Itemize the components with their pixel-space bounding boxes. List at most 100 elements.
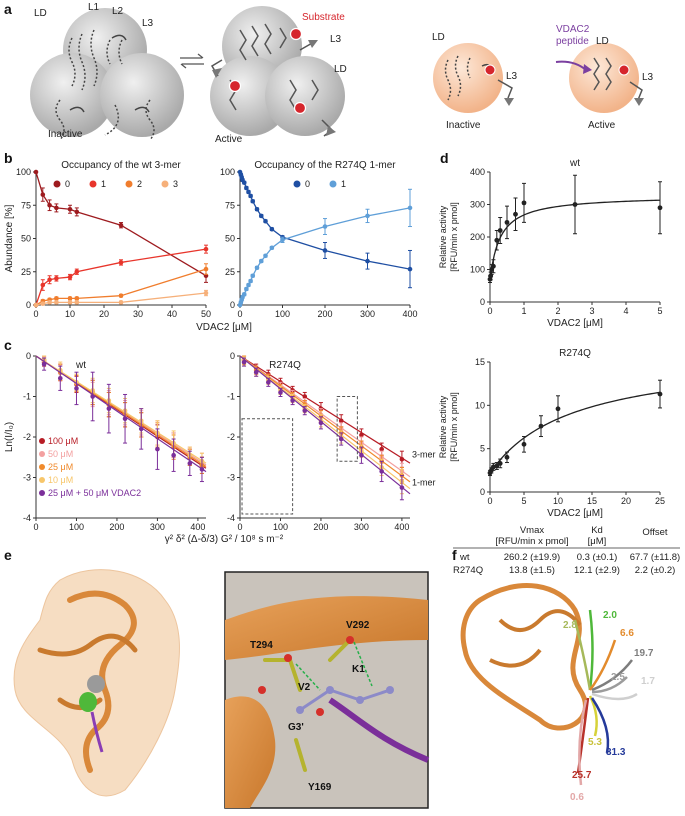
label-ld: LD (596, 36, 609, 47)
ribbon (489, 609, 582, 668)
data-point (359, 432, 364, 438)
label-f: 2.0 (603, 610, 617, 621)
chart-d-r274q-activity: 0 5 10 15 20 25 0 5 10 15 R274Q Relative activity [R… (438, 348, 665, 519)
substrate-dot (293, 101, 307, 115)
x-tick-label: 10 (65, 309, 75, 319)
legend-label: 2 (137, 179, 142, 189)
label-vdac2-peptide-line2: peptide (556, 36, 589, 47)
x-tick-label: 100 (273, 522, 288, 532)
x-tick-label: 4 (623, 306, 628, 316)
monomer-inactive: LD L3 Inactive (432, 32, 518, 131)
inactive-trimer: LD L1 L2 L3 Inactive (30, 2, 184, 141)
data-point (155, 446, 160, 452)
data-point (244, 286, 249, 292)
data-point (187, 461, 193, 466)
peptide-ribbon (90, 711, 104, 753)
data-point (203, 290, 209, 296)
data-point (33, 169, 39, 175)
y-tick-label: -2 (23, 432, 31, 442)
label-f: 31.3 (606, 747, 626, 758)
kinetics-table: Vmax [RFU/min x pmol] Kd [μM] Offset wt … (453, 525, 680, 576)
x-tick-label: 30 (133, 309, 143, 319)
data-point (250, 273, 256, 279)
table-cell: 12.1 (±2.9) (574, 565, 620, 576)
x-tick-label: 0 (237, 309, 242, 319)
legend-marker (39, 477, 45, 483)
active-trimer: Substrate L3 LD Active (210, 6, 347, 145)
x-tick-label: 0 (487, 306, 492, 316)
y-tick-label: 25 (225, 267, 235, 277)
data-point (106, 406, 112, 411)
data-point (521, 441, 527, 447)
loop-dotted (444, 55, 471, 101)
label-f: 0.6 (570, 792, 584, 803)
y-tick-label: 5 (480, 444, 485, 454)
loop-arm (497, 79, 513, 99)
data-point (263, 218, 268, 224)
x-tick-label: 25 (655, 496, 665, 506)
data-point (399, 485, 405, 490)
legend-label: 1 (101, 179, 106, 189)
legend-label: 25 μM (48, 462, 73, 472)
peptide-ribbon (328, 697, 430, 763)
data-point (203, 246, 209, 252)
data-point (67, 274, 73, 280)
y-axis-label: [RFU/min x pmol] (449, 392, 459, 462)
monomer-active: VDAC2 peptide LD L3 Active (555, 24, 654, 131)
substrate-dot (484, 64, 496, 76)
fit-curve (489, 391, 661, 474)
panel-a: a LD L1 L2 L3 Inactive (4, 1, 654, 145)
y-tick-label: 0 (230, 300, 235, 310)
loop-arrowhead (308, 40, 318, 48)
label-f: 19.7 (634, 648, 654, 659)
table-header-vmax-unit: [RFU/min x pmol] (495, 536, 568, 547)
table-cell: 2.2 (±0.2) (635, 565, 676, 576)
fit-line (239, 355, 411, 464)
equilibrium-arrows (180, 53, 204, 69)
y-tick-label: 100 (16, 167, 31, 177)
chart-title: R274Q (269, 360, 301, 371)
legend-marker (39, 464, 45, 470)
data-point (244, 185, 249, 191)
data-point (54, 276, 59, 281)
fit-line (239, 355, 411, 478)
label-l3: L3 (142, 18, 154, 29)
annotation-3-mer: 3-mer (412, 449, 436, 459)
data-point (399, 456, 405, 462)
data-point (47, 277, 52, 283)
x-axis-label: VDAC2 [μM] (547, 318, 603, 329)
data-point (494, 237, 500, 243)
x-axis-label: γ² δ² (Δ-δ/3) G² / 10⁸ s m⁻² (165, 534, 284, 545)
label-inactive: Inactive (446, 120, 481, 131)
data-point (241, 359, 247, 365)
data-point (67, 296, 73, 301)
x-tick-label: 400 (394, 522, 409, 532)
data-point (572, 202, 578, 207)
x-tick-label: 3 (589, 306, 594, 316)
y-tick-label: 100 (220, 167, 235, 177)
loop-ordered (593, 57, 612, 91)
data-point (171, 452, 176, 458)
y-axis-label: Abundance [%] (4, 204, 15, 272)
data-point (40, 282, 46, 288)
data-point (263, 253, 268, 259)
residue-y169: Y169 (308, 782, 332, 793)
panel-letter-a: a (4, 1, 12, 17)
data-point (379, 446, 384, 452)
y-axis-label: Ln(I/I₀) (4, 422, 15, 452)
x-tick-label: 40 (167, 309, 177, 319)
label-inactive: Inactive (48, 129, 83, 140)
peptide-ensemble (573, 609, 638, 786)
data-point (74, 269, 80, 275)
ribbon-helix (225, 596, 428, 660)
label-vdac2-peptide-line1: VDAC2 (556, 24, 590, 35)
loop-arm (629, 81, 643, 101)
substrate-dot (618, 64, 630, 76)
data-point (504, 219, 510, 225)
label-l2: L2 (112, 6, 124, 17)
data-point (497, 228, 503, 233)
label-ld: LD (432, 32, 445, 43)
legend-label: 50 μM (48, 449, 73, 459)
